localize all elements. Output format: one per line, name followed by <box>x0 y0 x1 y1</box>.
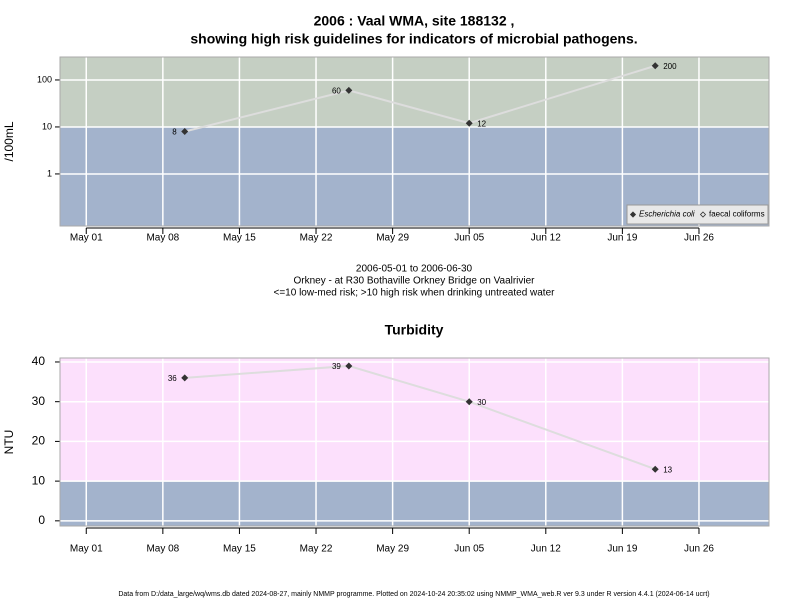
data-point <box>651 465 659 473</box>
x-tick-label: Jun 12 <box>531 544 561 555</box>
y-tick-label: 30 <box>32 394 46 408</box>
low-risk-band <box>60 481 769 526</box>
x-tick-label: May 15 <box>223 544 256 555</box>
caption: 2006-05-01 to 2006-06-30 <box>356 264 473 275</box>
plot-frame <box>59 56 770 227</box>
y-tick-label: 20 <box>32 434 46 448</box>
data-label: 8 <box>172 128 177 137</box>
x-tick-label: May 01 <box>70 544 103 555</box>
data-label: 200 <box>663 62 677 71</box>
x-tick-label: May 15 <box>223 233 256 244</box>
legend-marker <box>629 211 637 218</box>
data-point <box>465 398 473 406</box>
data-label: 60 <box>332 86 341 95</box>
x-tick-label: May 22 <box>300 544 333 555</box>
x-tick-label: May 08 <box>146 233 179 244</box>
caption: Orkney - at R30 Bothaville Orkney Bridge… <box>293 276 535 287</box>
y-tick-label: 10 <box>32 473 46 487</box>
chart-title: showing high risk guidelines for indicat… <box>190 31 637 47</box>
x-tick-label: May 29 <box>376 544 409 555</box>
x-tick-label: Jun 12 <box>531 233 561 244</box>
legend-label: Escherichia coli <box>639 210 695 219</box>
high-risk-band <box>60 57 769 127</box>
legend-box <box>626 204 769 225</box>
y-axis-label: /100mL <box>2 121 16 161</box>
caption: <=10 low-med risk; >10 high risk when dr… <box>274 288 556 299</box>
y-tick-label: 40 <box>32 354 46 368</box>
x-tick-label: Jun 05 <box>454 544 484 555</box>
y-axis-label: NTU <box>2 430 16 455</box>
plot-frame <box>59 357 770 527</box>
data-point <box>181 128 189 136</box>
data-point <box>181 374 189 382</box>
chart-title: 2006 : Vaal WMA, site 188132 , <box>314 13 515 29</box>
x-tick-label: May 08 <box>146 544 179 555</box>
x-tick-label: Jun 19 <box>607 544 637 555</box>
x-tick-label: May 01 <box>70 233 103 244</box>
x-tick-label: May 29 <box>376 233 409 244</box>
data-point <box>345 362 353 370</box>
data-label: 39 <box>332 362 341 371</box>
data-label: 36 <box>168 374 177 383</box>
data-label: 30 <box>477 398 486 407</box>
chart-title: Turbidity <box>385 322 444 338</box>
series-line <box>184 64 656 133</box>
x-tick-label: Jun 19 <box>607 233 637 244</box>
y-tick-label: 0 <box>38 513 45 527</box>
data-label: 12 <box>477 119 486 128</box>
x-tick-label: Jun 05 <box>454 233 484 244</box>
legend-label: faecal coliforms <box>709 210 765 219</box>
data-point <box>465 119 473 127</box>
x-tick-label: Jun 26 <box>684 233 714 244</box>
data-point <box>651 62 659 70</box>
data-point <box>345 86 353 94</box>
x-tick-label: Jun 26 <box>684 544 714 555</box>
footer: Data from D:/data_large/wq/wms.db dated … <box>118 591 709 598</box>
y-tick-label: 10 <box>42 121 52 131</box>
high-risk-band <box>60 358 769 482</box>
x-tick-label: May 22 <box>300 233 333 244</box>
data-label: 13 <box>663 465 672 474</box>
series-line <box>184 364 656 471</box>
y-tick-label: 1 <box>47 168 52 178</box>
y-tick-label: 100 <box>37 74 52 84</box>
legend-marker <box>699 211 707 218</box>
